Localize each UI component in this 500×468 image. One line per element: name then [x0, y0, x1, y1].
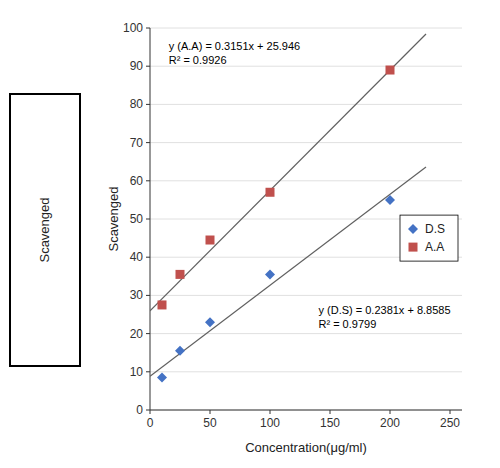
- annotation: y (D.S) = 0.2381x + 8.8585 R² = 0.9799: [318, 304, 450, 330]
- grid-line: [150, 180, 462, 181]
- y-tick: [146, 295, 150, 296]
- y-tick-label: 70: [130, 136, 144, 150]
- y-tick: [146, 180, 150, 181]
- grid-line: [150, 410, 462, 411]
- point: [266, 188, 275, 197]
- legend-label: D.S: [425, 222, 445, 236]
- grid: [150, 28, 462, 410]
- equation: y (A.A) = 0.3151x + 25.946: [169, 40, 300, 52]
- point: [176, 270, 185, 279]
- y-tick-label: 100: [123, 21, 143, 35]
- grid-line: [150, 333, 462, 334]
- x-axis-label: Concentration(μg/ml): [245, 440, 367, 455]
- y-tick-label: 50: [130, 212, 144, 226]
- y-tick: [146, 410, 150, 411]
- point: [265, 269, 275, 279]
- point: [205, 317, 215, 327]
- y-tick: [146, 28, 150, 29]
- y-tick-label: 20: [130, 327, 144, 341]
- point: [206, 236, 215, 245]
- legend-swatch: [408, 224, 418, 234]
- x-tick-label: 50: [203, 416, 217, 430]
- trendline: [150, 34, 426, 311]
- trendline: [150, 167, 426, 376]
- x-tick-label: 200: [380, 416, 400, 430]
- grid-line: [150, 142, 462, 143]
- grid-line: [150, 28, 462, 29]
- x-tick: [390, 410, 391, 414]
- x-tick-label: 0: [147, 416, 154, 430]
- x-tick-label: 100: [260, 416, 280, 430]
- x-tick: [210, 410, 211, 414]
- legend-frame: [400, 215, 458, 261]
- y-tick: [146, 104, 150, 105]
- annotation: y (A.A) = 0.3151x + 25.946 R² = 0.9926: [169, 40, 300, 66]
- legend: D.S A.A: [400, 215, 458, 261]
- y-tick-label: 40: [130, 250, 144, 264]
- legend-swatch: [409, 243, 418, 252]
- x-tick: [330, 410, 331, 414]
- x-axis-line: [150, 410, 462, 411]
- x-tick-label: 150: [320, 416, 340, 430]
- legend-label: A.A: [425, 240, 444, 254]
- plot-area: [150, 34, 426, 382]
- y-tick: [146, 66, 150, 67]
- y-tick-label: 60: [130, 174, 144, 188]
- series: [158, 66, 395, 310]
- chart: 0 50 100 150 200 250 0 10 20 30 40 50 60 70 80 90 100 Con…: [0, 0, 500, 468]
- y-tick-label: 30: [130, 288, 144, 302]
- side-box-label: Scavenged: [37, 197, 52, 262]
- r-squared: R² = 0.9799: [318, 318, 376, 330]
- y-tick-label: 10: [130, 365, 144, 379]
- point: [386, 66, 395, 75]
- grid-line: [150, 104, 462, 105]
- x-tick-label: 250: [440, 416, 460, 430]
- side-box: [10, 94, 80, 366]
- y-tick: [146, 257, 150, 258]
- y-tick: [146, 371, 150, 372]
- x-tick: [450, 410, 451, 414]
- y-tick-label: 90: [130, 59, 144, 73]
- grid-line: [150, 295, 462, 296]
- y-tick-label: 80: [130, 97, 144, 111]
- series: [157, 195, 395, 383]
- y-tick: [146, 142, 150, 143]
- y-tick: [146, 219, 150, 220]
- equation: y (D.S) = 0.2381x + 8.8585: [318, 304, 450, 316]
- x-tick: [150, 410, 151, 414]
- axes: 0 50 100 150 200 250 0 10 20 30 40 50 60 70 80 90 100: [123, 21, 462, 430]
- point: [385, 195, 395, 205]
- r-squared: R² = 0.9926: [169, 54, 227, 66]
- y-axis-label: Scavenged: [106, 186, 121, 251]
- y-tick: [146, 333, 150, 334]
- y-tick-label: 0: [136, 403, 143, 417]
- grid-line: [150, 371, 462, 372]
- x-tick: [270, 410, 271, 414]
- point: [157, 373, 167, 383]
- point: [175, 346, 185, 356]
- point: [158, 300, 167, 309]
